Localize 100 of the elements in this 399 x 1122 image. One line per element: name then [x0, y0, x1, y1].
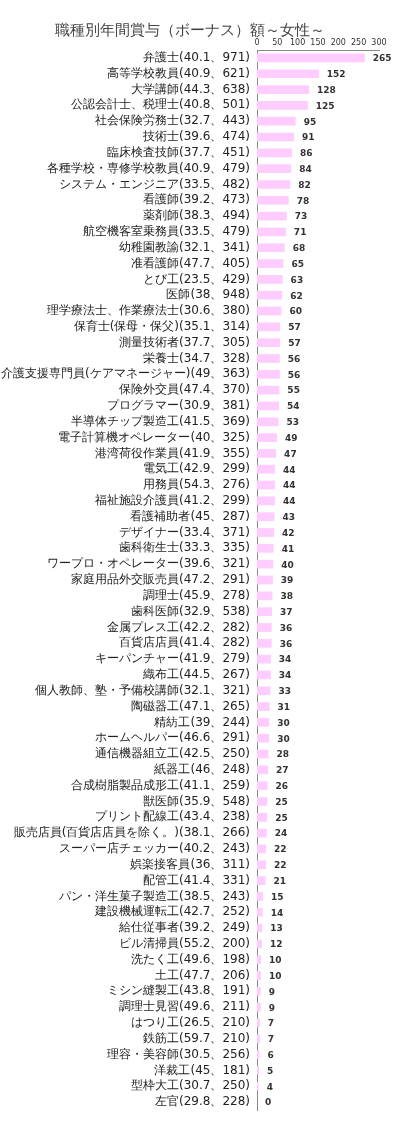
data-label: 34	[278, 654, 292, 665]
bar	[257, 638, 272, 648]
y-tick-label: 精紡工(39、244)	[154, 714, 250, 729]
y-tick-label: パン・洋生菓子製造工(38.5、243)	[58, 888, 250, 903]
y-tick-label: はつり工(26.5、210)	[131, 1015, 250, 1030]
data-label: 82	[298, 179, 311, 190]
bar	[257, 765, 268, 775]
data-label: 265	[372, 53, 392, 64]
y-tick-label: 土工(47.7、206)	[155, 967, 250, 982]
data-label: 24	[274, 828, 288, 839]
bar	[257, 907, 263, 917]
bar	[257, 1018, 260, 1028]
bar	[257, 385, 280, 395]
bar	[257, 164, 292, 174]
data-label: 39	[280, 575, 294, 586]
bar	[257, 85, 310, 94]
bar	[257, 797, 268, 806]
data-label: 31	[277, 701, 291, 712]
bar	[257, 180, 291, 189]
y-tick-label: 介護支援専門員(ケアマネージャー)(49、363)	[1, 366, 250, 381]
data-label: 42	[282, 527, 295, 538]
data-label: 49	[284, 432, 298, 443]
y-tick-label: 洋裁工(45、181)	[154, 1062, 250, 1077]
y-tick-label: 左官(29.8、228)	[155, 1094, 250, 1109]
bar	[257, 986, 261, 996]
data-label: 6	[267, 1049, 274, 1060]
y-tick-label: 看護補助者(45、287)	[130, 508, 250, 523]
data-label: 44	[282, 496, 296, 507]
data-label: 128	[317, 84, 336, 95]
data-label: 47	[284, 448, 297, 459]
y-tick-label: 薬剤師(38.3、494)	[143, 208, 250, 223]
bar	[257, 116, 296, 126]
bar	[257, 733, 270, 743]
y-tick-label: 型枠大工(30.7、250)	[131, 1078, 250, 1093]
y-tick-label: ワープロ・オペレーター(39.6、321)	[47, 556, 250, 571]
data-label: 57	[288, 338, 301, 349]
bar	[257, 544, 274, 553]
bar	[257, 449, 277, 458]
data-label: 7	[267, 1018, 275, 1029]
bar	[257, 939, 262, 949]
y-tick-label: プログラマー(30.9、381)	[107, 398, 250, 413]
data-label: 54	[286, 401, 300, 412]
y-tick-label: システム・エンジニア(33.5、482)	[59, 176, 250, 191]
y-tick-label: 娯楽接客員(36、311)	[130, 856, 250, 871]
data-label: 9	[268, 986, 275, 997]
y-tick-label: 配管工(41.4、331)	[143, 872, 250, 887]
data-label: 36	[279, 638, 293, 649]
data-label: 36	[279, 622, 293, 633]
bar	[257, 575, 273, 585]
data-label: 10	[269, 955, 282, 966]
data-label: 53	[286, 417, 300, 428]
y-tick-label: 高等学校教員(40.9、621)	[107, 65, 250, 80]
y-tick-label: 保育士(保母・保父)(35.1、314)	[73, 318, 250, 333]
y-tick-label: 獣医師(35.9、548)	[143, 793, 250, 808]
data-label: 60	[289, 306, 302, 317]
bar	[257, 860, 266, 870]
y-tick-label: 用務員(54.3、276)	[143, 477, 250, 492]
y-tick-label: 理容・美容師(30.5、256)	[107, 1046, 250, 1061]
data-label: 56	[287, 353, 301, 364]
y-tick-label: とび工(23.5、429)	[143, 271, 250, 286]
data-label: 38	[280, 591, 293, 602]
bar	[257, 844, 266, 854]
bar	[257, 195, 289, 205]
y-tick-label: 公認会計士、税理士(40.8、501)	[71, 97, 250, 112]
y-tick-label: ホームヘルパー(46.6、291)	[95, 730, 250, 745]
data-label: 30	[277, 717, 290, 728]
bar	[257, 812, 268, 822]
y-tick-label: 歯科医師(32.9、538)	[131, 603, 250, 618]
data-label: 25	[275, 812, 288, 823]
y-tick-label: 建設機械運転工(42.7、252)	[94, 904, 250, 919]
y-tick-label: 看護師(39.2、473)	[143, 192, 250, 207]
data-label: 57	[288, 322, 301, 333]
bar	[257, 955, 262, 965]
y-tick-label: 福祉施設介護員(41.2、299)	[95, 493, 250, 508]
y-tick-label: ミシン縫製工(43.8、191)	[107, 983, 250, 998]
y-tick-label: 金属プレス工(42.2、282)	[107, 619, 250, 634]
y-tick-label: 百貨店店員(41.4、282)	[119, 635, 250, 650]
x-tick-label: 0	[254, 38, 260, 47]
bar	[257, 1034, 260, 1044]
data-label: 15	[271, 891, 284, 902]
x-tick-label: 250	[351, 38, 367, 47]
bar	[257, 718, 270, 727]
y-tick-label: 織布工(44.5、267)	[142, 667, 250, 682]
data-label: 62	[290, 290, 303, 301]
data-label: 5	[267, 1065, 274, 1076]
y-tick-label: 理学療法士、作業療法士(30.6、380)	[47, 303, 250, 318]
data-label: 95	[303, 116, 317, 127]
bar	[257, 512, 275, 522]
y-tick-label: 歯科衛生士(33.3、335)	[119, 540, 250, 555]
data-label: 84	[299, 164, 312, 174]
y-tick-label: 個人教師、塾・予備校講師(32.1、321)	[35, 682, 250, 697]
data-label: 68	[292, 243, 306, 254]
chart-title: 職種別年間賞与（ボーナス）額～女性～	[55, 20, 325, 39]
bar	[257, 464, 275, 474]
y-tick-label: 洗たく工(49.6、198)	[131, 951, 250, 966]
bar	[257, 290, 283, 300]
y-tick-label: 幼稚園教諭(32.1、341)	[119, 239, 250, 254]
y-tick-label: ビル清掃員(55.2、200)	[119, 936, 250, 951]
data-label: 27	[275, 765, 289, 776]
bar	[257, 607, 273, 616]
